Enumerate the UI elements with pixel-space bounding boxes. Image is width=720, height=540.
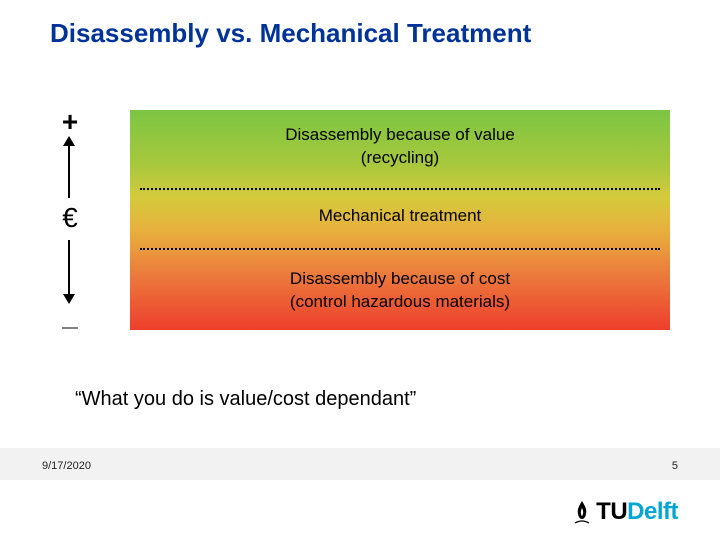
logo-tu: TU xyxy=(596,498,627,525)
footer-page-number: 5 xyxy=(672,460,678,472)
slide-title: Disassembly vs. Mechanical Treatment xyxy=(0,0,720,49)
quote-text: “What you do is value/cost dependant” xyxy=(75,388,416,411)
row-mid: Mechanical treatment xyxy=(130,206,670,226)
logo-text: TUDelft xyxy=(596,498,678,526)
plus-symbol: + xyxy=(50,106,90,138)
row-bottom-line1: Disassembly because of cost xyxy=(290,269,510,288)
footer-date: 9/17/2020 xyxy=(42,460,91,472)
euro-symbol: € xyxy=(50,202,90,234)
row-bottom-line2: (control hazardous materials) xyxy=(290,292,510,311)
minus-symbol: _ xyxy=(50,300,90,332)
arrow-down-head-icon xyxy=(63,294,75,304)
row-top: Disassembly because of value (recycling) xyxy=(130,124,670,170)
separator-2 xyxy=(140,248,660,250)
separator-1 xyxy=(140,188,660,190)
arrow-up-head-icon xyxy=(63,136,75,146)
arrow-down-line xyxy=(68,240,70,296)
flame-icon xyxy=(572,499,592,525)
row-bottom: Disassembly because of cost (control haz… xyxy=(130,268,670,314)
footer-band xyxy=(0,448,720,480)
tudelft-logo: TUDelft xyxy=(572,498,678,526)
row-top-line1: Disassembly because of value xyxy=(285,125,515,144)
row-top-line2: (recycling) xyxy=(361,148,439,167)
logo-delft: Delft xyxy=(627,498,678,525)
diagram: Disassembly because of value (recycling)… xyxy=(50,110,670,330)
arrow-up-line xyxy=(68,142,70,198)
